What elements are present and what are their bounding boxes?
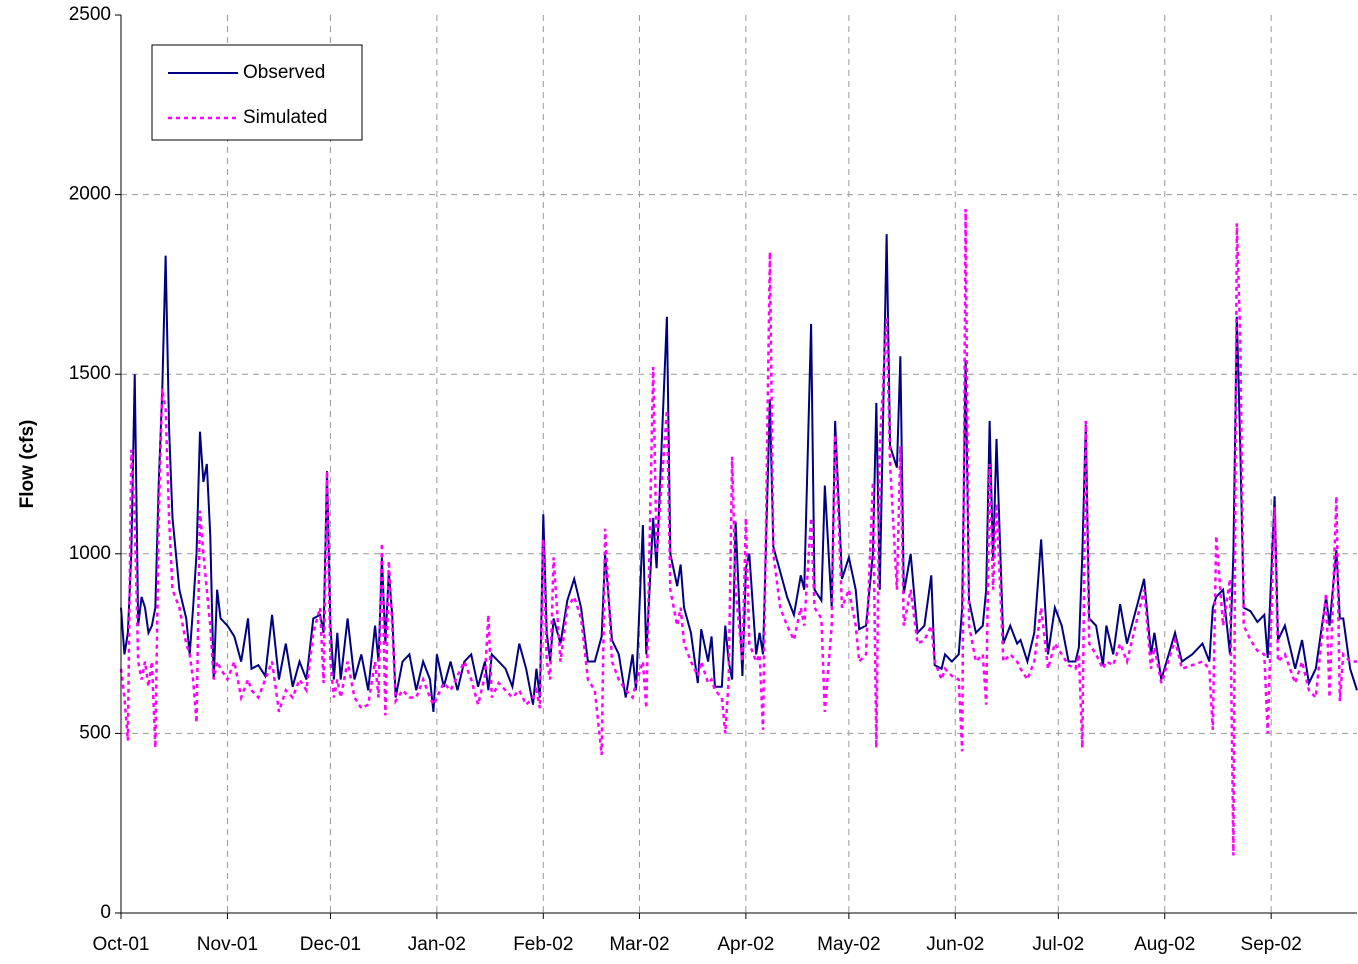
legend: Observed Simulated: [151, 44, 363, 141]
x-tick-label: Dec-01: [300, 934, 361, 955]
x-tick-label: Jun-02: [926, 934, 984, 955]
x-tick-label: Oct-01: [92, 934, 149, 955]
axes: 0 500 1000 1500 2000 2500 Oct-01 Nov-01 Dec-01 Ja…: [69, 4, 1357, 955]
series-line: [120, 234, 1358, 712]
x-tick-label: Jan-02: [408, 934, 466, 955]
y-tick-label: 500: [79, 722, 111, 743]
legend-box: [151, 44, 363, 141]
y-axis-label: Flow (cfs): [17, 420, 38, 509]
series-line: [119, 208, 1357, 856]
x-tick-label: Sep-02: [1241, 934, 1302, 955]
x-tick-label: May-02: [817, 934, 880, 955]
y-tick-label: 2000: [69, 184, 111, 205]
x-tick-label: Mar-02: [609, 934, 669, 955]
y-tick-label: 1000: [69, 543, 111, 564]
y-tick-label: 2500: [69, 4, 111, 25]
legend-label: Observed: [243, 62, 325, 83]
plot-area: [121, 15, 1357, 913]
x-tick-label: Nov-01: [197, 934, 258, 955]
x-tick-label: Apr-02: [717, 934, 774, 955]
y-tick-label: 0: [100, 902, 111, 923]
lines: [119, 208, 1358, 856]
x-tick-label: Feb-02: [513, 934, 573, 955]
x-tick-label: Jul-02: [1032, 934, 1084, 955]
legend-label: Simulated: [243, 107, 328, 128]
y-tick-label: 1500: [69, 363, 111, 384]
x-tick-label: Aug-02: [1134, 934, 1195, 955]
grid: [121, 15, 1357, 913]
